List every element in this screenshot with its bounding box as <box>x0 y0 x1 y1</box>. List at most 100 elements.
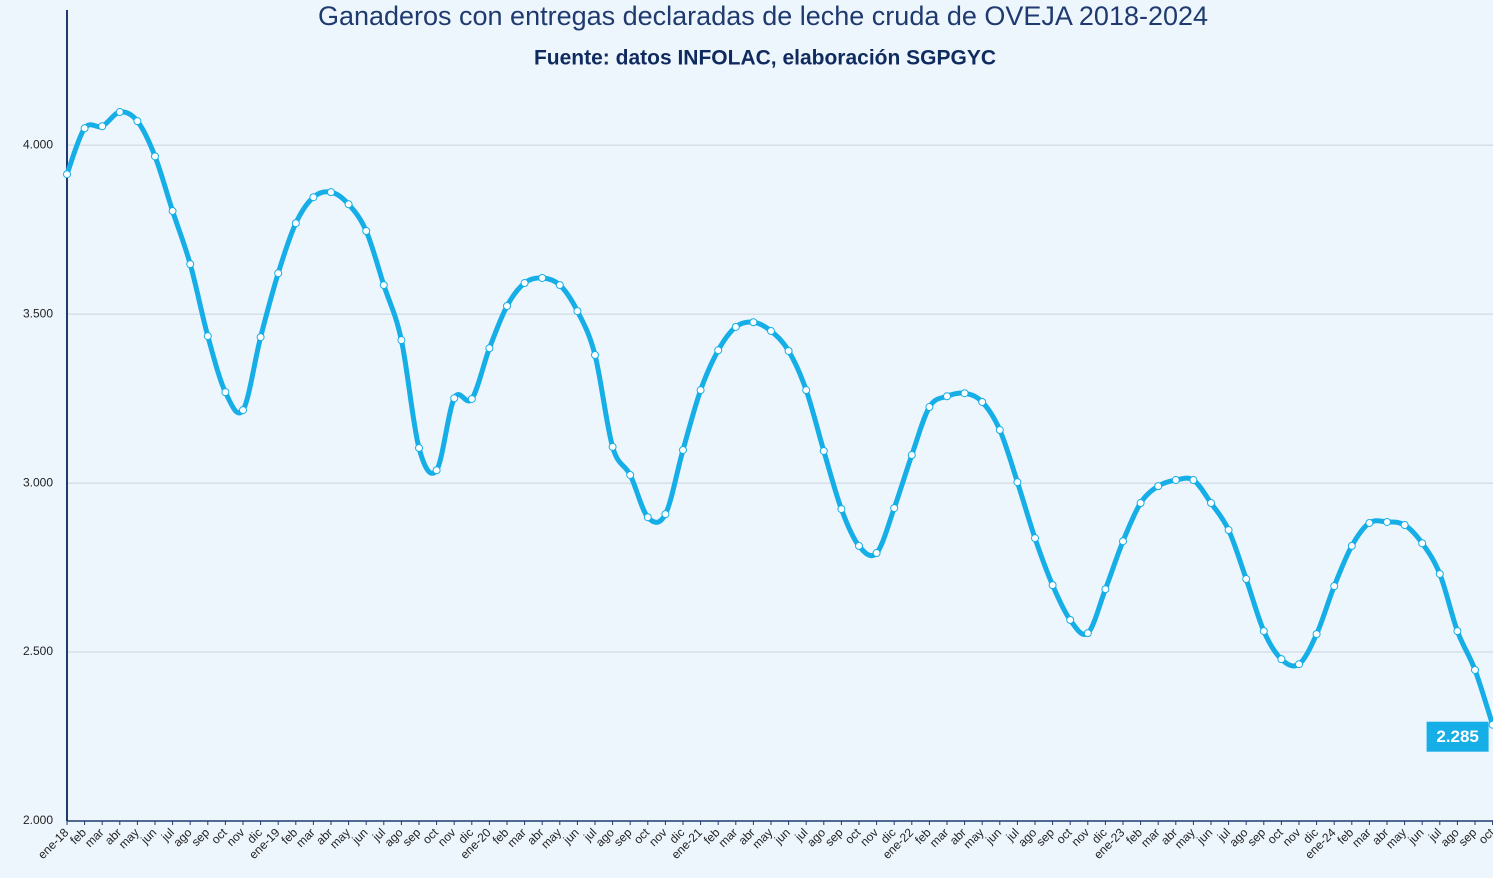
line-series <box>64 109 1493 726</box>
data-point <box>1365 518 1374 527</box>
data-point <box>520 279 529 288</box>
data-point <box>943 392 951 401</box>
data-point <box>397 336 406 345</box>
data-point <box>1418 539 1427 548</box>
data-point <box>837 505 846 514</box>
data-point <box>115 108 124 117</box>
data-point <box>1154 482 1163 491</box>
data-point <box>608 442 617 451</box>
data-point <box>555 281 564 290</box>
data-point <box>1312 630 1321 639</box>
data-point <box>1136 499 1145 508</box>
y-tick-label: 2.500 <box>23 644 53 658</box>
data-point <box>485 344 494 353</box>
data-point <box>661 510 670 519</box>
data-point <box>1119 537 1127 546</box>
data-point <box>450 394 459 403</box>
data-point <box>978 397 987 406</box>
data-point <box>1347 541 1356 550</box>
data-point <box>1048 581 1057 590</box>
data-point <box>960 389 969 398</box>
data-point <box>1224 526 1233 535</box>
data-point <box>538 273 547 282</box>
data-point <box>872 549 881 558</box>
data-point <box>327 188 335 197</box>
data-point <box>573 307 582 316</box>
x-tick-label: oct <box>1476 825 1493 847</box>
data-point <box>415 443 423 452</box>
data-point <box>291 219 300 228</box>
data-point <box>467 394 476 403</box>
data-point <box>309 193 318 202</box>
data-point <box>1453 627 1462 636</box>
data-point <box>151 152 159 161</box>
data-point <box>907 451 916 460</box>
data-point <box>679 445 687 454</box>
data-point <box>714 346 723 355</box>
data-point <box>186 260 195 269</box>
x-tick-label: may <box>1383 825 1409 851</box>
data-point <box>1083 629 1092 638</box>
data-point <box>168 207 177 216</box>
y-tick-label: 4.000 <box>23 137 53 151</box>
data-point <box>256 333 265 342</box>
data-point <box>1277 655 1286 664</box>
data-point <box>767 327 775 336</box>
x-tick-label: may <box>538 825 564 851</box>
data-point <box>731 322 740 331</box>
chart-title: Ganaderos con entregas declaradas de lec… <box>318 1 1208 31</box>
data-point <box>1013 478 1022 487</box>
data-point <box>1242 575 1251 584</box>
y-tick-label: 3.000 <box>23 475 53 489</box>
data-point <box>749 318 758 327</box>
data-point <box>432 466 441 475</box>
data-point <box>80 124 89 133</box>
x-tick-label: may <box>116 825 142 851</box>
x-tick-label: jun <box>560 825 582 847</box>
data-point <box>626 470 635 479</box>
data-point <box>1435 569 1444 578</box>
data-point <box>344 200 353 209</box>
x-tick-label: ene-18 <box>35 825 72 862</box>
x-tick-label: may <box>327 825 353 851</box>
data-point <box>995 426 1004 435</box>
value-label-box <box>1426 721 1489 752</box>
x-tick-label: jun <box>982 825 1004 847</box>
data-point <box>696 386 705 395</box>
data-point <box>1259 627 1268 636</box>
x-tick-label: may <box>1172 825 1198 851</box>
x-tick-label: may <box>961 825 987 851</box>
value-label: 2.285 <box>1436 727 1479 746</box>
x-tick-label: jun <box>1193 825 1215 847</box>
x-tick-label: jun <box>349 825 371 847</box>
data-point <box>274 269 283 278</box>
data-point <box>1066 615 1075 624</box>
data-point <box>1207 499 1215 508</box>
data-point <box>784 346 793 355</box>
x-tick-label: jun <box>771 825 793 847</box>
data-point <box>203 332 212 341</box>
data-point <box>503 302 511 311</box>
data-point <box>925 403 934 412</box>
chart-subtitle: Fuente: datos INFOLAC, elaboración SGPGY… <box>534 47 996 70</box>
x-tick-label: jun <box>1405 825 1427 847</box>
data-point <box>802 386 811 395</box>
x-tick-label: may <box>749 825 775 851</box>
data-point <box>362 226 371 235</box>
data-point <box>221 388 230 397</box>
data-point <box>379 281 388 290</box>
data-point <box>133 117 142 126</box>
data-point <box>819 446 828 455</box>
data-point <box>1031 534 1039 543</box>
y-tick-label: 3.500 <box>23 306 53 320</box>
data-point <box>855 541 863 550</box>
data-point <box>1400 520 1409 529</box>
data-point <box>63 170 71 179</box>
data-point <box>1471 665 1479 674</box>
x-tick-label: jun <box>137 825 159 847</box>
data-point <box>98 122 107 131</box>
data-point <box>1171 476 1180 485</box>
data-point <box>1488 720 1493 729</box>
y-tick-label: 2.000 <box>23 813 53 827</box>
